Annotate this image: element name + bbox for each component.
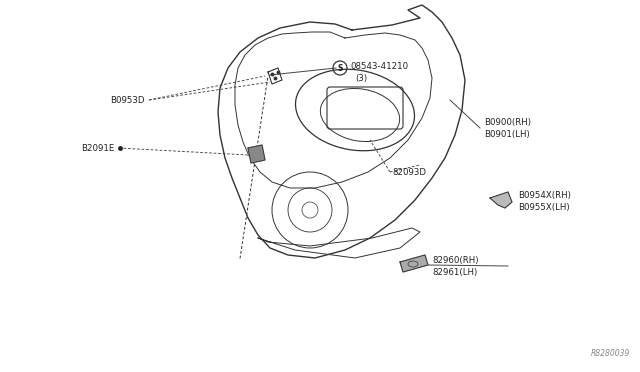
Text: 82961(LH): 82961(LH) <box>432 267 477 276</box>
Polygon shape <box>490 192 512 208</box>
Polygon shape <box>248 145 265 163</box>
Text: (3): (3) <box>355 74 367 83</box>
Text: 82960(RH): 82960(RH) <box>432 256 479 264</box>
Text: S: S <box>337 64 342 73</box>
Text: B0954X(RH): B0954X(RH) <box>518 190 571 199</box>
Text: B0900(RH): B0900(RH) <box>484 118 531 126</box>
Text: B0953D: B0953D <box>111 96 145 105</box>
Text: B0955X(LH): B0955X(LH) <box>518 202 570 212</box>
Text: 82093D: 82093D <box>392 167 426 176</box>
Text: B0901(LH): B0901(LH) <box>484 129 530 138</box>
Text: 08543-41210: 08543-41210 <box>350 61 408 71</box>
Text: R8280039: R8280039 <box>591 349 630 358</box>
Polygon shape <box>400 255 428 272</box>
Text: B2091E: B2091E <box>82 144 115 153</box>
